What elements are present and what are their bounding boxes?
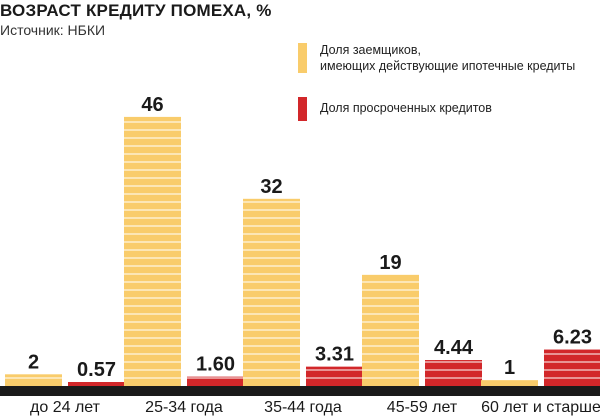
value-label-borrowers-2: 32 [260,176,282,198]
category-label-1: 25-34 года [145,399,223,416]
legend-item-overdue: Доля просроченных кредитов [298,97,575,121]
bar-borrowers-2 [243,198,300,386]
value-label-borrowers-0: 2 [28,351,39,373]
bar-overdue-2 [306,366,363,386]
bar-overdue-1 [187,376,244,386]
legend-item-borrowers: Доля заемщиков, имеющих действующие ипот… [298,42,575,74]
bar-borrowers-0 [5,374,62,386]
bar-overdue-0 [68,382,125,386]
value-label-overdue-0: 0.57 [77,359,116,381]
legend-swatch-overdue [298,97,307,121]
category-label-4: 60 лет и старше [481,399,600,416]
value-label-borrowers-3: 19 [379,252,401,274]
value-label-overdue-1: 1.60 [196,354,235,376]
legend-label-borrowers: Доля заемщиков, имеющих действующие ипот… [320,43,576,73]
bar-overdue-4 [544,349,600,386]
bar-borrowers-4 [481,380,538,386]
chart-source: Источник: НБКИ [0,22,106,38]
category-label-0: до 24 лет [30,399,101,416]
value-label-overdue-4: 6.23 [553,327,592,349]
value-label-borrowers-4: 1 [504,357,515,379]
legend-label-overdue: Доля просроченных кредитов [320,101,492,115]
chart-title: ВОЗРАСТ КРЕДИТУ ПОМЕХА, % [0,1,272,20]
legend: Доля заемщиков, имеющих действующие ипот… [298,42,575,121]
value-label-borrowers-1: 46 [141,94,163,116]
bar-overdue-3 [425,360,482,386]
legend-swatch-borrowers [298,43,307,73]
category-label-2: 35-44 года [264,399,342,416]
value-label-overdue-2: 3.31 [315,344,354,366]
baseline [0,386,600,396]
value-label-overdue-3: 4.44 [434,337,474,359]
category-label-3: 45-59 лет [387,399,458,416]
